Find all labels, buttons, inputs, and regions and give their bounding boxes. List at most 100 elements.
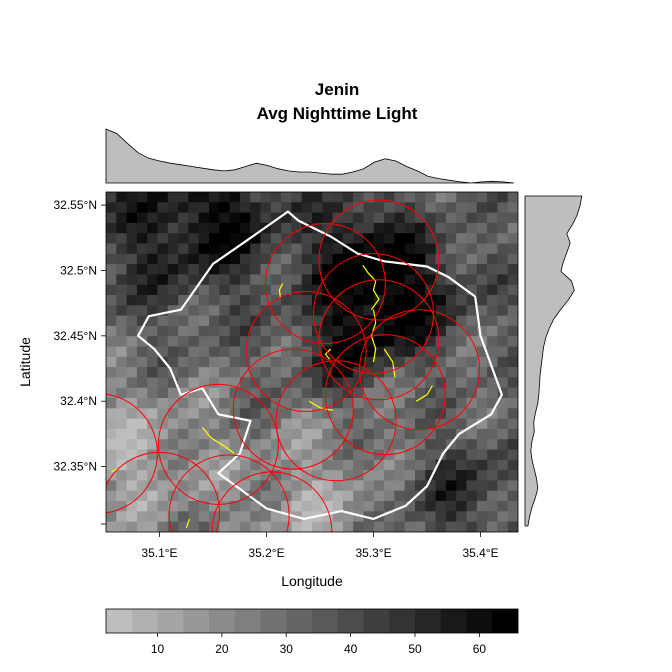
- raster-cell: [415, 192, 426, 203]
- raster-cell: [507, 336, 518, 347]
- raster-cell: [229, 295, 241, 306]
- raster-cell: [147, 192, 158, 203]
- raster-cell: [445, 356, 457, 368]
- raster-cell: [178, 315, 189, 327]
- raster-cell: [384, 264, 395, 275]
- raster-cell: [126, 356, 138, 368]
- raster-cell: [126, 243, 138, 255]
- raster-cell: [126, 315, 138, 327]
- raster-cell: [126, 295, 138, 306]
- raster-cell: [250, 480, 261, 492]
- map-frame: [105, 191, 519, 533]
- road-segment: [324, 348, 332, 360]
- raster-cell: [445, 521, 457, 532]
- raster-cell: [229, 305, 241, 316]
- raster-cell: [157, 439, 169, 450]
- raster-cell: [466, 222, 478, 234]
- raster-cell: [322, 398, 333, 409]
- raster-cell: [239, 202, 251, 213]
- raster-cell: [342, 480, 354, 492]
- raster-cell: [322, 490, 333, 502]
- raster-cell: [332, 408, 344, 419]
- raster-cell: [270, 202, 282, 213]
- raster-cell: [363, 470, 375, 481]
- raster-cell: [466, 284, 478, 296]
- raster-cell: [281, 356, 292, 368]
- raster-cell: [425, 449, 436, 461]
- raster-cell: [312, 521, 323, 532]
- raster-cell: [239, 274, 251, 286]
- raster-cell: [116, 325, 127, 337]
- raster-cell: [312, 315, 323, 327]
- raster-cell: [188, 315, 200, 327]
- raster-cell: [157, 398, 169, 409]
- raster-cell: [270, 449, 282, 461]
- raster-cell: [373, 295, 385, 306]
- raster-cell: [476, 212, 488, 224]
- raster-cell: [445, 222, 457, 234]
- raster-cell: [270, 295, 282, 306]
- raster-cell: [384, 222, 395, 234]
- raster-cell: [106, 408, 117, 419]
- raster-cell: [229, 202, 241, 213]
- raster-cell: [116, 305, 127, 316]
- raster-cell: [476, 202, 488, 213]
- raster-cell: [147, 439, 158, 450]
- raster-cell: [435, 490, 447, 502]
- raster-cell: [322, 408, 333, 419]
- raster-cell: [260, 387, 272, 399]
- raster-cell: [404, 501, 416, 512]
- raster-cell: [322, 387, 333, 399]
- raster-cell: [106, 356, 117, 368]
- raster-cell: [136, 418, 148, 430]
- raster-cell: [188, 511, 200, 522]
- raster-cell: [353, 377, 364, 389]
- raster-cell: [332, 418, 344, 430]
- raster-cell: [373, 439, 385, 450]
- raster-cell: [178, 336, 189, 347]
- raster-cell: [136, 295, 148, 306]
- raster-cell: [415, 408, 426, 419]
- raster-cell: [456, 336, 467, 347]
- raster-cell: [219, 274, 230, 286]
- raster-cell: [147, 418, 158, 430]
- raster-cell: [456, 212, 467, 224]
- raster-cell: [188, 398, 200, 409]
- raster-cell: [332, 243, 344, 255]
- raster-cell: [456, 418, 467, 430]
- raster-cell: [507, 253, 518, 265]
- raster-cell: [342, 202, 354, 213]
- raster-cell: [507, 274, 518, 286]
- raster-cell: [229, 501, 241, 512]
- raster-cell: [291, 192, 303, 203]
- raster-cell: [178, 490, 189, 502]
- raster-cell: [209, 325, 220, 337]
- raster-cell: [456, 325, 467, 337]
- raster-cell: [322, 356, 333, 368]
- x-tick-label: 35.4°E: [462, 546, 498, 560]
- raster-cell: [404, 295, 416, 306]
- raster-cell: [239, 511, 251, 522]
- raster-cell: [301, 222, 313, 234]
- raster-cell: [425, 295, 436, 306]
- raster-cell: [363, 449, 375, 461]
- buffer-circle: [106, 451, 220, 532]
- raster-cell: [487, 398, 498, 409]
- raster-cell: [445, 284, 457, 296]
- raster-cell: [147, 428, 158, 440]
- raster-cell: [209, 284, 220, 296]
- raster-cell: [425, 459, 436, 471]
- raster-cell: [332, 346, 344, 358]
- raster-cell: [415, 418, 426, 430]
- raster-cell: [219, 295, 230, 306]
- raster-cell: [373, 222, 385, 234]
- raster-cell: [466, 490, 478, 502]
- raster-cell: [147, 336, 158, 347]
- raster-cell: [435, 408, 447, 419]
- raster-cell: [497, 192, 509, 203]
- raster-cell: [270, 336, 282, 347]
- raster-cell: [281, 233, 292, 244]
- raster-cell: [106, 501, 117, 512]
- raster-cell: [404, 470, 416, 481]
- raster-cell: [250, 192, 261, 203]
